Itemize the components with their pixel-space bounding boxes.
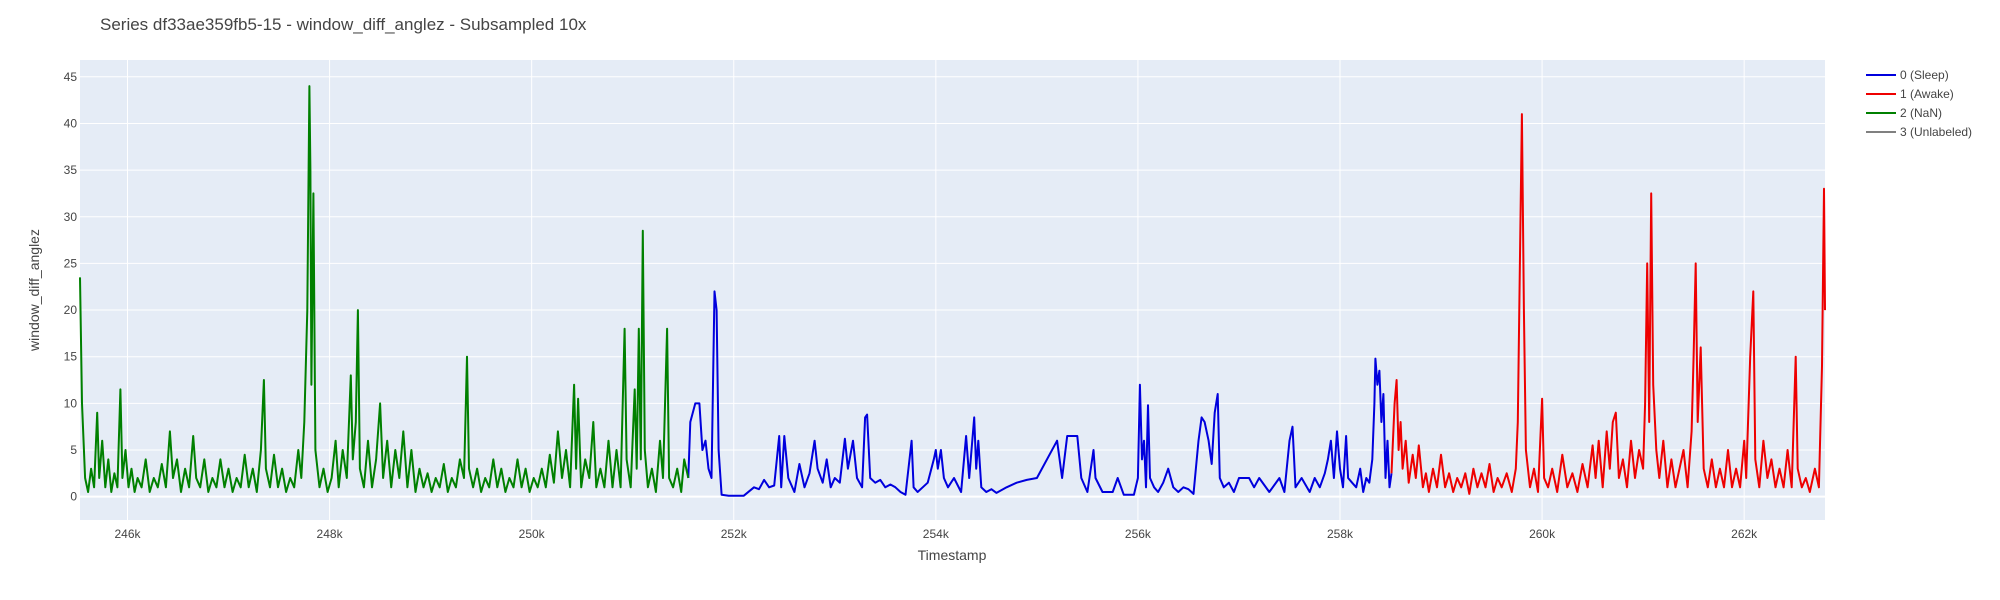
x-tick-label: 248k (317, 527, 344, 541)
y-tick-label: 30 (64, 210, 78, 224)
x-tick-label: 258k (1327, 527, 1354, 541)
y-tick-label: 0 (70, 490, 77, 504)
x-tick-label: 260k (1529, 527, 1556, 541)
series-line-1 (1390, 113, 1826, 495)
x-tick-label: 256k (1125, 527, 1152, 541)
series-lines (79, 85, 1826, 497)
y-tick-label: 20 (64, 303, 78, 317)
y-tick-label: 15 (64, 350, 78, 364)
legend-item-0[interactable]: 0 (Sleep) (1866, 68, 1949, 82)
x-axis-title: Timestamp (918, 547, 987, 563)
y-tick-label: 10 (64, 396, 78, 410)
legend-item-3[interactable]: 3 (Unlabeled) (1866, 125, 1972, 139)
y-axis-ticks: 0 5 10 15 20 25 30 35 40 45 (64, 70, 78, 504)
legend-label: 2 (NaN) (1900, 106, 1942, 120)
y-tick-label: 45 (64, 70, 78, 84)
x-tick-label: 262k (1731, 527, 1758, 541)
x-axis-ticks: 246k 248k 250k 252k 254k 256k 258k 260k 262k (114, 527, 1758, 541)
series-line-2 (79, 85, 690, 493)
y-tick-label: 40 (64, 116, 78, 130)
x-tick-label: 246k (114, 527, 141, 541)
x-tick-label: 252k (721, 527, 748, 541)
y-tick-label: 35 (64, 163, 78, 177)
legend-item-1[interactable]: 1 (Awake) (1866, 87, 1954, 101)
legend-item-2[interactable]: 2 (NaN) (1866, 106, 1942, 120)
chart-title: Series df33ae359fb5-15 - window_diff_ang… (100, 15, 587, 34)
y-axis-title: window_diff_anglez (26, 229, 42, 352)
legend-label: 3 (Unlabeled) (1900, 125, 1972, 139)
grid (80, 60, 1825, 520)
x-tick-label: 250k (519, 527, 546, 541)
y-tick-label: 5 (70, 443, 77, 457)
plot-background (80, 60, 1825, 520)
legend[interactable]: 0 (Sleep) 1 (Awake) 2 (NaN) 3 (Unlabeled) (1866, 68, 1972, 139)
series-line-0 (687, 290, 1393, 497)
x-tick-label: 254k (923, 527, 950, 541)
y-tick-label: 25 (64, 256, 78, 270)
legend-label: 1 (Awake) (1900, 87, 1954, 101)
legend-label: 0 (Sleep) (1900, 68, 1949, 82)
